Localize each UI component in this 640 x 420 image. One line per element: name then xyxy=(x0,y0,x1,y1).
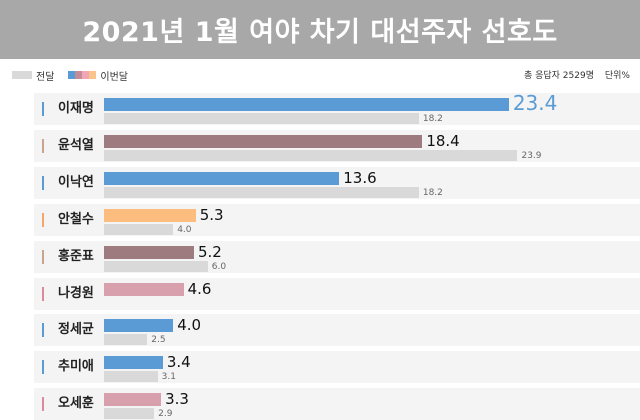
value-label-current: 3.3 xyxy=(165,390,189,409)
value-label-current: 18.4 xyxy=(426,131,460,150)
bar-current-month xyxy=(104,171,340,185)
category-label: 이재명 xyxy=(58,101,94,116)
bar-current-month xyxy=(104,245,194,259)
unit-label: 단위% xyxy=(604,71,630,81)
category-label: 추미애 xyxy=(58,359,94,375)
bar-current-month xyxy=(104,319,174,333)
value-label-previous: 18.2 xyxy=(422,114,443,124)
category-label: 윤석열 xyxy=(58,137,94,153)
chart-title: 2021년 1월 여야 차기 대선주자 선호도 xyxy=(82,17,558,48)
row-accent-mark xyxy=(42,360,44,375)
value-label-current: 4.0 xyxy=(177,316,202,335)
bar-current-month xyxy=(104,208,196,222)
respondents-count: 총 응답자 2529명 xyxy=(523,71,594,81)
value-label-current: 23.4 xyxy=(512,91,558,115)
bar-current-month xyxy=(104,134,423,148)
value-label-current: 3.4 xyxy=(166,353,191,372)
value-label-current: 5.3 xyxy=(199,205,224,224)
row-accent-mark xyxy=(42,212,44,227)
category-label: 이낙연 xyxy=(58,174,94,190)
row-accent-mark xyxy=(42,286,44,301)
legend-swatch-current xyxy=(68,71,97,79)
legend-swatch-previous xyxy=(12,71,32,79)
row-accent-mark xyxy=(42,175,44,190)
bar-current-month xyxy=(104,98,509,111)
bar-current-month xyxy=(104,356,163,370)
legend-swatch-chip xyxy=(82,71,90,79)
row-accent-mark xyxy=(42,323,44,338)
bar-previous-month xyxy=(104,223,174,235)
value-label-current: 5.2 xyxy=(197,242,222,261)
category-label: 정세균 xyxy=(58,322,94,338)
bar-chart: 이재명 23.4 18.2 윤석열 18.4 23.9 이낙연 13.6 18.2 안철수 5.3 4… xyxy=(34,91,640,420)
bar-previous-month xyxy=(104,334,148,346)
row-accent-mark xyxy=(42,397,44,412)
bar-previous-month xyxy=(104,113,419,124)
row-accent-mark xyxy=(42,138,44,153)
row-accent-mark xyxy=(42,249,44,264)
value-label-current: 4.6 xyxy=(187,279,212,298)
legend-swatch-chip xyxy=(68,71,76,79)
legend-swatch-chip xyxy=(75,71,83,79)
value-label-previous: 2.5 xyxy=(151,335,166,346)
legend-label-current: 이번달 xyxy=(100,71,129,83)
legend-label-previous: 전달 xyxy=(36,71,55,83)
bar-previous-month xyxy=(104,149,518,161)
bar-previous-month xyxy=(104,260,208,272)
chart-meta: 총 응답자 2529명 단위% xyxy=(516,68,630,81)
value-label-previous: 23.9 xyxy=(521,150,542,161)
category-label: 나경원 xyxy=(58,285,94,301)
category-label: 오세훈 xyxy=(58,396,94,412)
value-label-previous: 4.0 xyxy=(177,224,192,235)
category-label: 홍준표 xyxy=(58,248,94,264)
value-label-previous: 6.0 xyxy=(211,261,227,272)
category-label: 안철수 xyxy=(58,211,94,227)
bar-previous-month xyxy=(104,408,155,420)
bar-previous-month xyxy=(104,371,158,383)
value-label-previous: 18.2 xyxy=(422,187,443,198)
bar-current-month xyxy=(104,393,162,407)
legend: 전달 이번달 xyxy=(12,68,129,83)
value-label-previous: 3.1 xyxy=(161,372,176,383)
legend-swatch-chip xyxy=(89,71,97,79)
bar-previous-month xyxy=(104,186,419,198)
bar-current-month xyxy=(104,282,184,296)
value-label-previous: 2.9 xyxy=(158,409,173,420)
row-accent-mark xyxy=(42,102,44,116)
title-banner: 2021년 1월 여야 차기 대선주자 선호도 xyxy=(0,0,640,59)
value-label-current: 13.6 xyxy=(343,168,377,187)
